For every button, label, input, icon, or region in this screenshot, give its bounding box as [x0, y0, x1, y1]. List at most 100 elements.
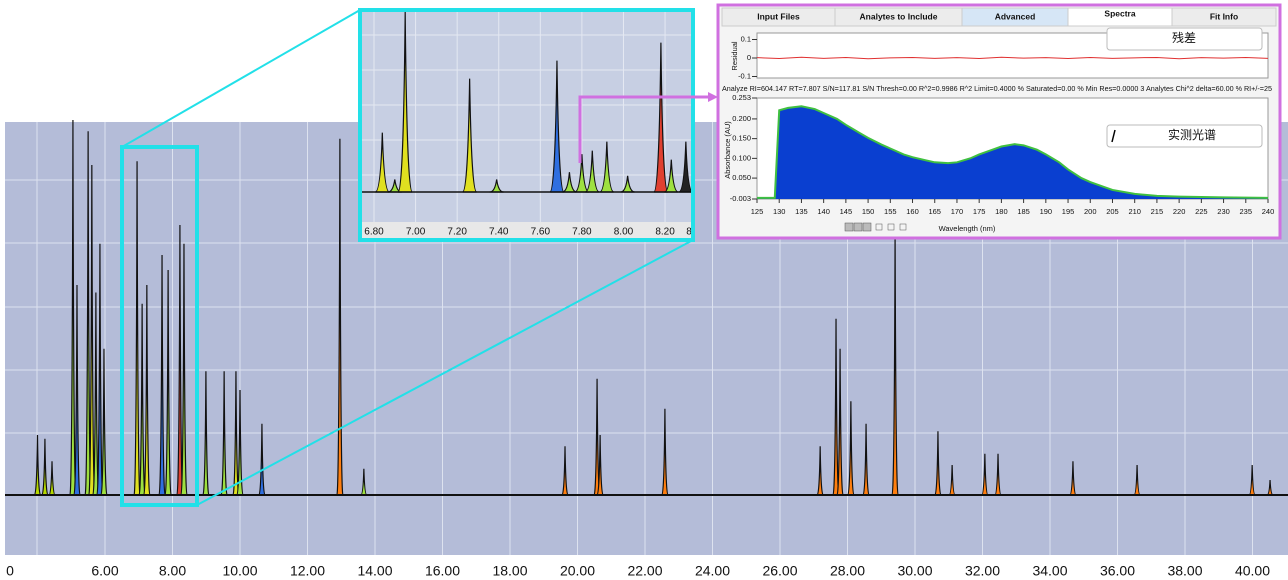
x-tick-label: 34.00	[1032, 563, 1067, 579]
spectrum-overlay: 实测光谱	[1168, 127, 1216, 142]
x-tick-label: 125	[751, 207, 764, 216]
peak	[96, 243, 104, 496]
x-tick-label: 170	[951, 207, 964, 216]
residual-line	[756, 56, 1269, 60]
x-tick-label: 38.00	[1167, 563, 1202, 579]
peak	[180, 243, 188, 496]
x-tick-label: 140	[817, 207, 830, 216]
y-tick-label: 0.200	[732, 114, 751, 123]
peak	[816, 446, 824, 496]
inset-h-grid	[362, 34, 691, 176]
peak	[596, 434, 604, 496]
x-tick-label: 150	[862, 207, 875, 216]
peak	[236, 389, 244, 496]
x-tick-label: 7.20	[447, 227, 467, 238]
spectrum-overlay-box	[1106, 124, 1263, 148]
x-tick-label: 20.00	[560, 563, 595, 579]
peak	[981, 453, 989, 496]
tool-icon[interactable]	[899, 223, 907, 231]
peak	[653, 42, 669, 193]
x-tick-label: 7.60	[531, 227, 551, 238]
peak	[585, 150, 600, 193]
peak	[836, 348, 844, 496]
x-tick-label: 7.40	[489, 227, 509, 238]
x-tick-label: 195	[1062, 207, 1075, 216]
zoom-line	[196, 239, 694, 506]
x-tick-label: 24.00	[695, 563, 730, 579]
x-tick-label: 8.00	[614, 227, 634, 238]
x-tick-label: 135	[795, 207, 808, 216]
peak	[143, 284, 151, 496]
peak	[664, 159, 679, 193]
peak	[158, 254, 166, 496]
peak	[1248, 464, 1256, 496]
toolbar	[844, 222, 907, 232]
residual-label: Residual	[730, 41, 739, 71]
tool-icon[interactable]	[875, 223, 883, 231]
measured-line	[757, 105, 1269, 199]
x-tick-label: 18.00	[492, 563, 527, 579]
tab-label: Analytes to Include	[860, 11, 938, 21]
x-tick-label: 220	[1173, 207, 1186, 216]
tab[interactable]	[1171, 7, 1277, 27]
peak	[100, 348, 108, 496]
y-tick-label: 0.100	[732, 153, 751, 162]
x-tick-label: 32.00	[965, 563, 1000, 579]
peak	[220, 371, 228, 496]
peak	[562, 172, 577, 193]
x-tick-label: 175	[973, 207, 986, 216]
peak	[48, 461, 56, 496]
peak	[661, 408, 669, 496]
x-tick-label: 190	[1040, 207, 1053, 216]
inset-plot-area	[362, 12, 691, 222]
tool-icon[interactable]	[853, 222, 863, 232]
residual-overlay-box	[1106, 27, 1263, 51]
x-tick-label: 240	[1262, 207, 1275, 216]
tab-label: Input Files	[757, 11, 800, 21]
peak	[462, 78, 478, 193]
tool-icon[interactable]	[844, 222, 854, 232]
peak	[41, 438, 49, 496]
tool-icon[interactable]	[887, 223, 895, 231]
y-tick-label: -0.003	[730, 194, 751, 203]
x-edge-label: 0	[6, 563, 14, 579]
x-tick-label: 215	[1151, 207, 1164, 216]
x-tick-label: 225	[1195, 207, 1208, 216]
zoom-inset	[360, 10, 693, 240]
x-tick-label: 10.00	[222, 563, 257, 579]
x-tick-label: 14.00	[357, 563, 392, 579]
x-tick-label: 26.00	[762, 563, 797, 579]
x-tick-label: 230	[1217, 207, 1230, 216]
zoom-line	[121, 9, 361, 148]
fit-area	[757, 106, 1268, 199]
peak	[1069, 461, 1077, 496]
x-tick-label: 130	[773, 207, 786, 216]
tab-label: Fit Info	[1210, 11, 1238, 21]
stats-line: Analyze RI=604.147 RT=7.807 S/N=117.81 S…	[722, 84, 1272, 93]
tool-icon[interactable]	[862, 222, 872, 232]
link-line	[578, 95, 712, 163]
overlays: 残差 实测光谱	[1106, 27, 1263, 148]
peak	[934, 431, 942, 496]
panel-border	[716, 3, 1282, 240]
x-tick-label: 160	[906, 207, 919, 216]
x-tick-label: 145	[840, 207, 853, 216]
peak	[397, 11, 413, 193]
peak	[862, 423, 870, 496]
x-tick-label: 8.00	[159, 563, 186, 579]
peak	[138, 303, 146, 496]
x-tick-label: 155	[884, 207, 897, 216]
zoom-box	[120, 145, 199, 507]
peak	[948, 464, 956, 496]
y-tick-label: 0.150	[732, 134, 751, 143]
x-tick-label: 8	[686, 227, 692, 238]
peak	[73, 284, 81, 496]
x-tick-label: 200	[1084, 207, 1097, 216]
peak	[599, 141, 615, 193]
x-tick-label: 7.00	[406, 227, 426, 238]
x-tick-label: 180	[995, 207, 1008, 216]
y-axis-label: Absorbance (AU)	[723, 121, 732, 179]
y-tick-label: 0.253	[732, 93, 751, 102]
x-tick-label: 30.00	[897, 563, 932, 579]
